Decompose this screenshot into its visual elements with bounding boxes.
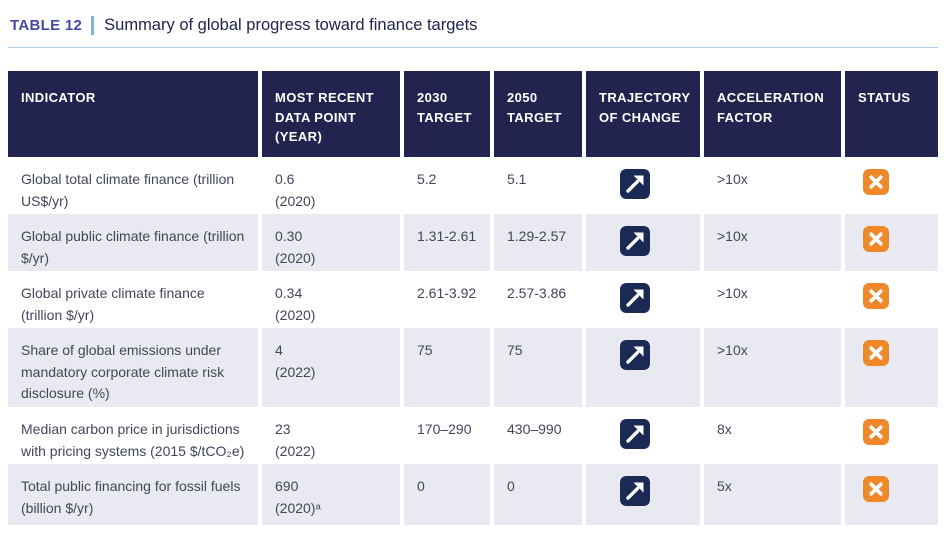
column-header-acceleration: ACCELERATION FACTOR: [704, 71, 845, 157]
column-header-status: STATUS: [845, 71, 938, 157]
trajectory-cell: [586, 407, 704, 464]
indicator-cell: Total public financing for fossil fuels …: [8, 464, 262, 525]
arrow-up-right-icon: [620, 476, 650, 506]
status-cell: [845, 328, 938, 407]
arrow-up-right-icon: [620, 169, 650, 199]
indicator-text: Global public climate finance (trillion …: [21, 228, 245, 266]
table-title: TABLE 12 Summary of global progress towa…: [8, 12, 938, 38]
arrow-up-right-icon: [620, 419, 650, 449]
table-row: Global public climate finance (trillion …: [8, 214, 938, 271]
indicator-text: Total public financing for fossil fuels …: [21, 478, 241, 516]
target-2030-cell: 2.61-3.92: [404, 271, 494, 328]
table-number-label: TABLE 12: [10, 16, 83, 34]
status-cell: [845, 157, 938, 214]
recent-year: (2020): [275, 306, 316, 323]
x-cross-icon: [863, 476, 889, 502]
acceleration-cell: >10x: [704, 214, 845, 271]
x-cross-icon: [863, 419, 889, 445]
table-header-row: INDICATOR MOST RECENT DATA POINT (YEAR) …: [8, 71, 938, 157]
target-2030-cell: 1.31-2.61: [404, 214, 494, 271]
finance-targets-table: INDICATOR MOST RECENT DATA POINT (YEAR) …: [8, 71, 938, 525]
arrow-up-right-icon: [620, 283, 650, 313]
title-separator-bar: [91, 15, 95, 35]
indicator-text: Global private climate finance (trillion…: [21, 285, 205, 323]
trajectory-cell: [586, 328, 704, 407]
table-row: Global total climate finance (trillion U…: [8, 157, 938, 214]
status-cell: [845, 407, 938, 464]
indicator-text: Share of global emissions under mandator…: [21, 342, 225, 402]
column-header-trajectory: TRAJECTORY OF CHANGE: [586, 71, 704, 157]
target-2050-cell: 1.29-2.57: [494, 214, 586, 271]
most-recent-cell: 0.34 (2020): [262, 271, 404, 328]
recent-year: (2020): [275, 192, 316, 209]
trajectory-cell: [586, 464, 704, 525]
acceleration-cell: >10x: [704, 328, 845, 407]
recent-year: (2022): [275, 363, 316, 380]
target-2050-cell: 75: [494, 328, 586, 407]
x-cross-icon: [863, 169, 889, 195]
most-recent-cell: 690 (2020)ᵃ: [262, 464, 404, 525]
acceleration-cell: >10x: [704, 157, 845, 214]
acceleration-cell: 5x: [704, 464, 845, 525]
status-cell: [845, 214, 938, 271]
x-cross-icon: [863, 283, 889, 309]
indicator-cell: Share of global emissions under mandator…: [8, 328, 262, 407]
table-title-text: Summary of global progress toward financ…: [104, 15, 478, 34]
most-recent-cell: 4 (2022): [262, 328, 404, 407]
trajectory-cell: [586, 271, 704, 328]
trajectory-cell: [586, 157, 704, 214]
status-cell: [845, 271, 938, 328]
arrow-up-right-icon: [620, 226, 650, 256]
indicator-cell: Median carbon price in jurisdictions wit…: [8, 407, 262, 464]
arrow-up-right-icon: [620, 340, 650, 370]
recent-value: 4: [275, 342, 283, 358]
recent-value: 23: [275, 421, 291, 437]
most-recent-cell: 0.6 (2020): [262, 157, 404, 214]
recent-value: 0.34: [275, 285, 303, 301]
acceleration-cell: >10x: [704, 271, 845, 328]
indicator-text: Median carbon price in jurisdictions wit…: [21, 421, 245, 459]
recent-value: 0.6: [275, 171, 295, 187]
target-2050-cell: 430–990: [494, 407, 586, 464]
title-underline-rule: [8, 47, 938, 48]
recent-value: 690: [275, 478, 299, 494]
target-2050-cell: 2.57-3.86: [494, 271, 586, 328]
target-2050-cell: 5.1: [494, 157, 586, 214]
trajectory-cell: [586, 214, 704, 271]
target-2050-cell: 0: [494, 464, 586, 525]
indicator-cell: Global total climate finance (trillion U…: [8, 157, 262, 214]
table-row: Median carbon price in jurisdictions wit…: [8, 407, 938, 464]
indicator-cell: Global private climate finance (trillion…: [8, 271, 262, 328]
column-header-2030-target: 2030 TARGET: [404, 71, 494, 157]
target-2030-cell: 5.2: [404, 157, 494, 214]
recent-year: (2022): [275, 442, 316, 459]
column-header-most-recent: MOST RECENT DATA POINT (YEAR): [262, 71, 404, 157]
table-row: Total public financing for fossil fuels …: [8, 464, 938, 525]
recent-value: 0.30: [275, 228, 303, 244]
column-header-2050-target: 2050 TARGET: [494, 71, 586, 157]
indicator-cell: Global public climate finance (trillion …: [8, 214, 262, 271]
acceleration-cell: 8x: [704, 407, 845, 464]
table-row: Share of global emissions under mandator…: [8, 328, 938, 407]
most-recent-cell: 23 (2022): [262, 407, 404, 464]
recent-year: (2020): [275, 249, 316, 266]
table-row: Global private climate finance (trillion…: [8, 271, 938, 328]
target-2030-cell: 170–290: [404, 407, 494, 464]
status-cell: [845, 464, 938, 525]
most-recent-cell: 0.30 (2020): [262, 214, 404, 271]
target-2030-cell: 75: [404, 328, 494, 407]
x-cross-icon: [863, 340, 889, 366]
x-cross-icon: [863, 226, 889, 252]
indicator-text: Global total climate finance (trillion U…: [21, 171, 235, 209]
recent-year: (2020)ᵃ: [275, 499, 321, 516]
target-2030-cell: 0: [404, 464, 494, 525]
column-header-indicator: INDICATOR: [8, 71, 262, 157]
